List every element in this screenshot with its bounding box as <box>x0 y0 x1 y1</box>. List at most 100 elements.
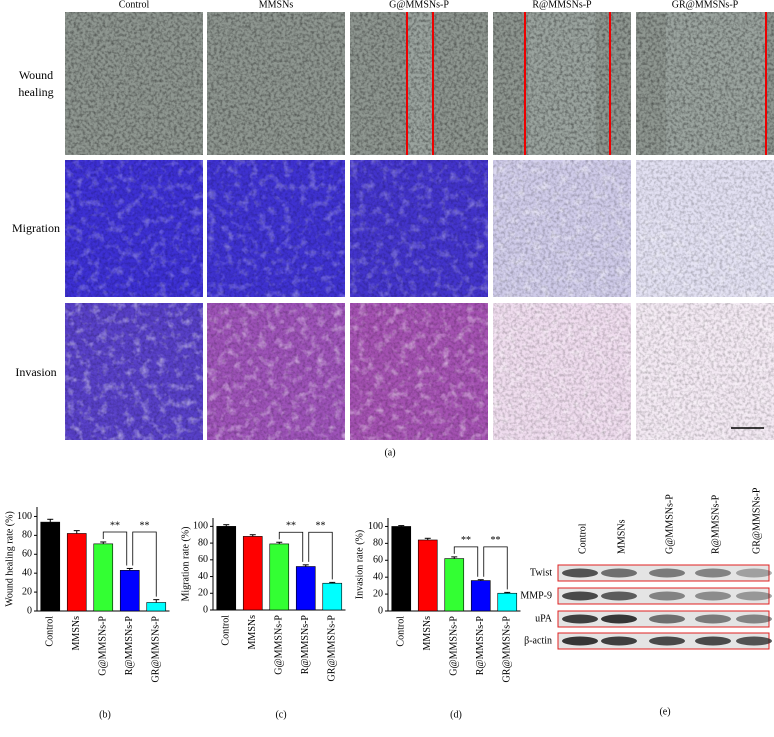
row-label: Migration <box>12 221 60 235</box>
bar <box>119 570 140 612</box>
blot-band <box>601 591 637 601</box>
y-tick-label: 100 <box>368 521 383 532</box>
significance-bracket <box>453 546 479 577</box>
column-label: Control <box>119 0 150 10</box>
blot-band <box>736 568 772 578</box>
texture <box>493 160 631 297</box>
y-axis-title: Invasion rate (%) <box>354 530 365 599</box>
x-tick-label: MMSNs <box>71 616 82 651</box>
blot-band <box>601 614 637 624</box>
y-tick-label: 20 <box>22 586 32 597</box>
significance-bracket <box>483 546 508 590</box>
texture <box>65 303 203 440</box>
bar <box>295 566 316 611</box>
bar <box>470 580 491 612</box>
column-label: G@MMSNs-P <box>389 0 449 10</box>
blot-band <box>695 568 731 578</box>
blot-band <box>695 614 731 624</box>
x-tick-label: R@MMSNs-P <box>475 616 486 676</box>
panel-label: (b) <box>99 709 111 720</box>
bar <box>322 582 343 611</box>
bar <box>497 592 518 612</box>
micrographs: Control MMSNs G@MMSNs-P R@MMSNs-P GR@MMSNs-P <box>65 0 774 440</box>
blot-band <box>562 614 598 624</box>
blot-band <box>601 636 637 646</box>
texture <box>207 12 345 155</box>
band-label: uPA <box>535 613 553 624</box>
blot-band <box>695 591 731 601</box>
y-tick-label: 100 <box>17 511 32 522</box>
x-tick-label: GR@MMSNs-P <box>327 615 338 682</box>
y-tick-label: 100 <box>193 521 208 532</box>
x-tick-label: R@MMSNs-P <box>124 616 135 676</box>
blot-band <box>562 591 598 601</box>
blot-band <box>562 636 598 646</box>
blot-band <box>736 636 772 646</box>
texture <box>207 303 345 440</box>
y-tick-label: 40 <box>22 567 32 578</box>
lane-label: GR@MMSNs-P <box>751 487 762 554</box>
panel-label: (e) <box>659 706 670 717</box>
panel-label: (a) <box>384 447 395 458</box>
panel-label: (c) <box>275 709 286 720</box>
y-tick-label: 0 <box>203 604 208 615</box>
x-tick-label: MMSNs <box>422 616 433 651</box>
texture <box>65 160 203 297</box>
band-label: Twist <box>530 567 552 578</box>
blot-band <box>736 591 772 601</box>
lane-label: G@MMSNs-P <box>664 494 675 554</box>
significance-bracket <box>308 531 333 580</box>
row-label: Invasion <box>15 365 57 379</box>
significance-bracket <box>278 531 304 562</box>
bar <box>269 543 290 611</box>
x-tick-label: G@MMSNs-P <box>274 615 285 675</box>
lane-label: MMSNs <box>616 519 627 554</box>
bar <box>216 526 237 611</box>
bar <box>146 602 167 612</box>
band-label: β-actin <box>524 635 552 646</box>
western-blot: Control MMSNs G@MMSNs-P R@MMSNs-P GR@MMSNs-P… <box>520 487 772 717</box>
blot-band <box>649 591 685 601</box>
panel-label: (d) <box>450 709 462 720</box>
texture <box>636 12 774 155</box>
row-label: Wound healing <box>18 68 54 99</box>
band-label: MMP-9 <box>520 590 552 601</box>
texture <box>493 303 631 440</box>
significance-label: ** <box>140 520 150 531</box>
blot-band <box>649 636 685 646</box>
texture <box>493 12 631 155</box>
significance-bracket <box>102 531 128 566</box>
texture <box>350 12 488 155</box>
y-tick-label: 60 <box>198 554 208 565</box>
x-tick-label: GR@MMSNs-P <box>502 616 513 683</box>
x-tick-label: Control <box>396 616 407 647</box>
y-tick-label: 20 <box>198 588 208 599</box>
x-tick-label: Control <box>45 616 56 647</box>
column-label: MMSNs <box>259 0 294 10</box>
y-tick-label: 80 <box>22 530 32 541</box>
texture <box>350 303 488 440</box>
blot-band <box>562 568 598 578</box>
lane-label: R@MMSNs-P <box>710 494 721 554</box>
bar <box>242 536 263 611</box>
bar <box>391 526 412 612</box>
significance-label: ** <box>491 535 501 546</box>
bar <box>66 533 87 612</box>
significance-label: ** <box>110 520 120 531</box>
x-tick-label: Control <box>221 615 232 646</box>
significance-label: ** <box>461 535 471 546</box>
texture <box>65 12 203 155</box>
y-tick-label: 60 <box>373 555 383 566</box>
texture <box>636 160 774 297</box>
bar <box>417 539 438 612</box>
x-tick-label: GR@MMSNs-P <box>151 616 162 683</box>
blot-band <box>695 636 731 646</box>
texture <box>207 160 345 297</box>
x-tick-label: G@MMSNs-P <box>449 616 460 676</box>
y-tick-label: 40 <box>373 571 383 582</box>
x-tick-label: R@MMSNs-P <box>300 615 311 675</box>
y-tick-label: 40 <box>198 571 208 582</box>
lane-label: Control <box>577 523 588 554</box>
column-label: GR@MMSNs-P <box>672 0 739 10</box>
y-axis-title: Migration rate (%) <box>180 527 191 602</box>
